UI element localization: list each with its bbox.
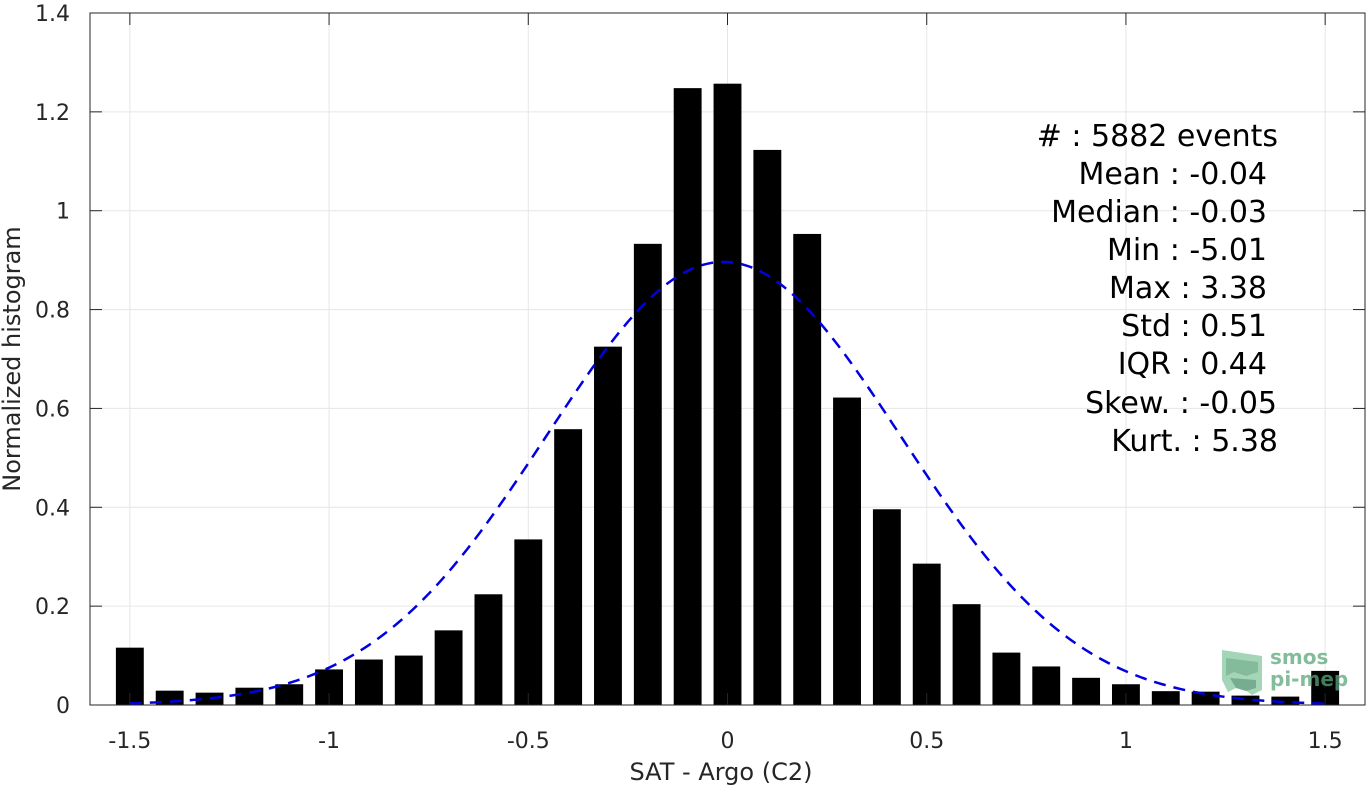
histogram-bar <box>952 604 981 705</box>
y-tick-label: 0.2 <box>35 595 70 620</box>
histogram-bar <box>594 346 622 705</box>
y-tick-label: 0.4 <box>35 496 70 521</box>
y-tick-label: 1 <box>56 200 70 225</box>
wave-logo-icon <box>1222 650 1262 695</box>
histogram-bar <box>912 563 941 705</box>
histogram-bar <box>793 233 822 705</box>
statistics-annotation: # : 5882 events Mean : -0.04 Median : -0… <box>1037 119 1278 459</box>
histogram-bar <box>673 88 702 706</box>
histogram-bar <box>514 539 543 705</box>
y-tick-label: 0.6 <box>35 397 70 422</box>
logo-line-smos: smos <box>1270 645 1328 669</box>
stats-skew: Skew. : -0.05 <box>1085 386 1277 421</box>
histogram-bar <box>1151 691 1180 705</box>
y-tick-label: 1.4 <box>35 2 70 27</box>
y-axis-title: Normalized histogram <box>0 226 26 491</box>
stats-events: # : 5882 events <box>1037 119 1278 154</box>
histogram-bar <box>833 397 861 705</box>
histogram-bar <box>713 83 742 705</box>
stats-median: Median : -0.03 <box>1051 195 1267 230</box>
smos-pimep-logo: smos pi-mep <box>1222 645 1348 695</box>
histogram-bar <box>434 630 463 705</box>
axes <box>89 12 1366 706</box>
histogram-bar <box>275 684 304 705</box>
stats-iqr: IQR : 0.44 <box>1118 347 1267 382</box>
y-tick-label: 0 <box>56 694 70 719</box>
histogram-bar <box>753 149 782 706</box>
histogram-bar <box>633 243 662 705</box>
histogram-bar <box>992 652 1021 705</box>
stats-max: Max : 3.38 <box>1109 271 1267 306</box>
x-tick-label: -1.5 <box>108 729 151 754</box>
histogram-bar <box>394 655 423 705</box>
histogram-bar <box>1231 695 1260 705</box>
logo-line-pimep: pi-mep <box>1270 667 1348 691</box>
x-tick-label: -1 <box>318 729 340 754</box>
x-tick-label: 1.5 <box>1308 729 1343 754</box>
y-axis-tick-labels: 0 0.2 0.4 0.6 0.8 1 1.2 1.4 <box>35 2 70 719</box>
histogram-bars <box>115 83 1340 706</box>
stats-min: Min : -5.01 <box>1107 233 1267 268</box>
x-tick-label: 0.5 <box>909 729 944 754</box>
histogram-bar <box>554 429 583 705</box>
y-tick-label: 1.2 <box>35 101 70 126</box>
x-axis-title: SAT - Argo (C2) <box>630 758 813 786</box>
x-tick-label: 1 <box>1119 729 1133 754</box>
x-tick-label: 0 <box>721 729 735 754</box>
histogram-bar <box>1072 677 1101 705</box>
x-tick-label: -0.5 <box>507 729 550 754</box>
stats-std: Std : 0.51 <box>1121 309 1267 344</box>
stats-mean: Mean : -0.04 <box>1078 157 1267 192</box>
stats-kurt: Kurt. : 5.38 <box>1111 424 1278 459</box>
histogram-bar <box>1032 666 1061 705</box>
histogram-bar <box>474 594 503 705</box>
histogram-bar <box>1191 691 1220 705</box>
x-axis-tick-labels: -1.5 -1 -0.5 0 0.5 1 1.5 <box>108 729 1342 754</box>
gaussian-fit-line <box>129 260 1326 705</box>
histogram-bar <box>1271 696 1300 705</box>
histogram-bar <box>195 692 224 705</box>
histogram-bar <box>872 509 901 705</box>
y-tick-label: 0.8 <box>35 299 70 324</box>
histogram-bar <box>354 659 383 705</box>
